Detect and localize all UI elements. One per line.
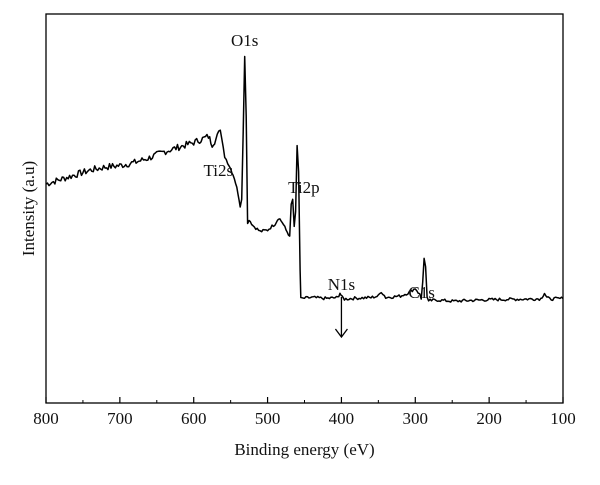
x-tick-label: 700	[107, 409, 133, 428]
spectrum-line	[45, 55, 564, 303]
x-tick-label: 500	[255, 409, 281, 428]
x-tick-label: 800	[33, 409, 59, 428]
peak-label-c1s: C1s	[408, 283, 434, 302]
x-tick-label: 100	[550, 409, 576, 428]
x-tick-label: 400	[329, 409, 355, 428]
peak-label-o1s: O1s	[231, 31, 258, 50]
peak-label-ti2p: Ti2p	[288, 178, 320, 197]
y-axis-title: Intensity (a.u)	[19, 161, 38, 256]
x-tick-label: 600	[181, 409, 207, 428]
peak-label-ti2s: Ti2s	[203, 161, 233, 180]
x-axis-title: Binding energy (eV)	[234, 440, 374, 459]
x-axis-ticks	[45, 397, 564, 403]
n1s-arrow-head	[334, 328, 348, 339]
plot-frame	[45, 13, 564, 404]
peak-annotations: O1s Ti2s Ti2p N1s C1s	[203, 31, 435, 339]
peak-label-n1s: N1s	[328, 275, 355, 294]
x-tick-label: 200	[476, 409, 502, 428]
x-tick-label: 300	[403, 409, 429, 428]
x-axis-tick-labels: 800 700 600 500 400 300 200 100	[33, 409, 576, 428]
